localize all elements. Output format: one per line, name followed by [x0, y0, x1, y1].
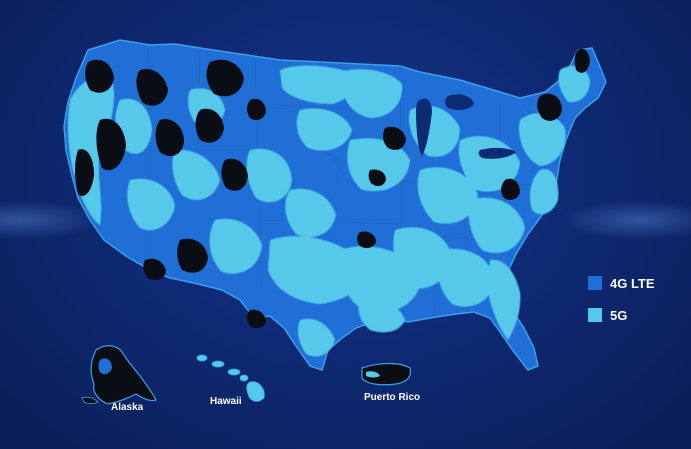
- puerto-rico-shape: [361, 362, 412, 386]
- 5g-legend-label: 5G: [610, 307, 628, 323]
- legend-item-5g: 5G: [588, 304, 655, 326]
- 5g-swatch: [588, 308, 602, 322]
- alaska-label: Alaska: [111, 402, 144, 413]
- alaska-shape: [81, 345, 157, 405]
- hawaii-shape: [196, 354, 265, 402]
- puerto-rico-label: Puerto Rico: [364, 392, 421, 403]
- no-coverage-areas: [75, 48, 590, 329]
- background-glow: [560, 200, 691, 240]
- map-legend: 4G LTE 5G: [588, 272, 655, 336]
- legend-item-lte: 4G LTE: [588, 272, 655, 294]
- lte-legend-label: 4G LTE: [610, 275, 655, 291]
- great-lakes: [416, 94, 516, 159]
- lte-swatch: [588, 276, 602, 290]
- hawaii-label: Hawaii: [210, 396, 242, 407]
